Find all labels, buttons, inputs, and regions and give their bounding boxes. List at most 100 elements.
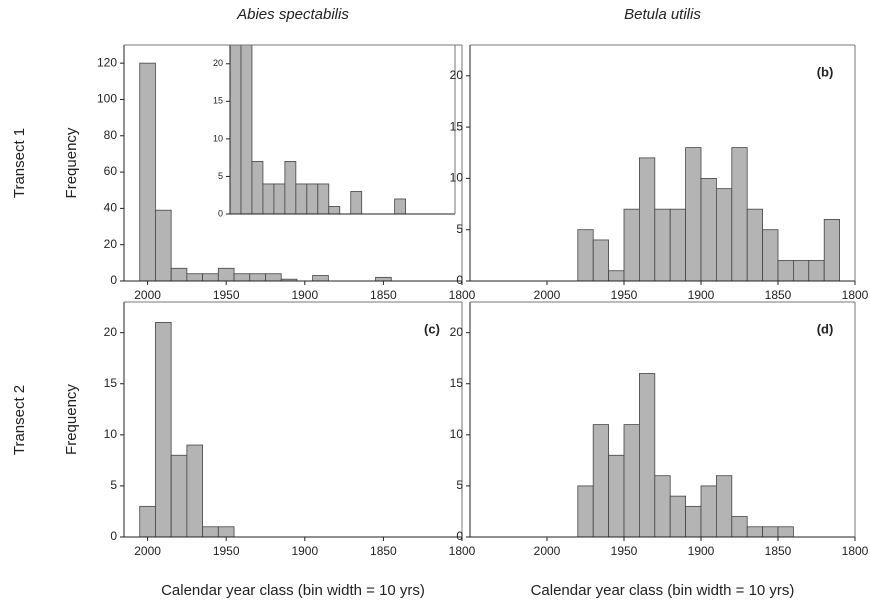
bar: [139, 505, 156, 538]
bar: [155, 322, 172, 538]
y-tick-label: 10: [104, 427, 118, 441]
y-tick-label: 15: [213, 96, 223, 106]
bar: [375, 276, 392, 282]
bar: [731, 516, 748, 538]
x-tick-label: 1950: [611, 544, 638, 558]
x-tick-label: 1850: [370, 288, 397, 302]
bar: [592, 239, 610, 282]
y-tick-label: 15: [450, 376, 464, 390]
panel-label: (c): [424, 321, 440, 336]
bar: [262, 183, 275, 214]
y-tick-label: 100: [97, 92, 117, 106]
y-tick-label: 20: [104, 237, 118, 251]
bar: [273, 183, 286, 214]
y-tick-label: 0: [110, 273, 117, 287]
y-tick-label: 0: [456, 273, 463, 287]
y-tick-label: 5: [110, 478, 117, 492]
bar: [577, 485, 594, 538]
x-tick-label: 1850: [370, 544, 397, 558]
y-tick-label: 60: [104, 164, 118, 178]
bar: [654, 475, 671, 538]
bar: [669, 495, 687, 538]
bars: [139, 62, 392, 282]
bar: [155, 209, 172, 282]
bar: [762, 526, 779, 538]
y-tick-label: 20: [104, 325, 118, 339]
bars: [577, 373, 794, 538]
bar: [328, 206, 341, 214]
bar: [746, 526, 764, 538]
bar: [608, 270, 625, 282]
bar: [202, 273, 219, 282]
y-tick-label: 10: [450, 171, 464, 185]
bar: [777, 526, 794, 538]
y-tick-label: 20: [213, 58, 223, 68]
row-label: Transect 2: [11, 385, 28, 455]
bar: [592, 424, 610, 538]
bar: [731, 147, 748, 282]
bar: [186, 444, 204, 538]
bar: [762, 229, 779, 282]
bar: [350, 191, 363, 214]
y-tick-label: 15: [450, 119, 464, 133]
y-tick-label: 15: [104, 376, 118, 390]
bar: [265, 273, 282, 282]
bar: [577, 229, 594, 282]
bar: [669, 208, 687, 282]
y-tick-label: 5: [456, 222, 463, 236]
y-tick-label: 80: [104, 128, 118, 142]
x-tick-label: 1800: [449, 288, 476, 302]
bar: [394, 198, 407, 214]
bar: [186, 273, 204, 282]
y-tick-label: 5: [456, 478, 463, 492]
bar: [685, 147, 702, 282]
x-axis-label: Calendar year class (bin width = 10 yrs): [531, 582, 795, 599]
bar: [240, 45, 253, 214]
bars: [577, 147, 841, 282]
bar: [202, 526, 219, 538]
x-tick-label: 1800: [449, 544, 476, 558]
bar: [654, 208, 671, 282]
bar: [306, 183, 319, 214]
x-tick-label: 1900: [688, 288, 715, 302]
column-title: Betula utilis: [624, 6, 701, 23]
x-tick-label: 1900: [291, 544, 318, 558]
y-tick-label: 40: [104, 201, 118, 215]
y-axis-label: Frequency: [63, 384, 80, 455]
bar: [230, 45, 242, 214]
bar: [170, 267, 188, 282]
y-tick-label: 0: [218, 208, 223, 218]
bar: [639, 157, 656, 282]
x-tick-label: 2000: [134, 544, 161, 558]
y-tick-label: 0: [110, 529, 117, 543]
y-axis-label: Frequency: [63, 127, 80, 198]
bar: [170, 454, 188, 538]
x-tick-label: 1900: [688, 544, 715, 558]
bar: [623, 424, 640, 538]
bar: [139, 62, 156, 282]
bar: [284, 161, 297, 214]
panel-label: (b): [817, 64, 834, 79]
bar: [217, 526, 235, 538]
x-tick-label: 1900: [291, 288, 318, 302]
y-tick-label: 120: [97, 55, 117, 69]
x-axis-label: Calendar year class (bin width = 10 yrs): [161, 582, 425, 599]
x-tick-label: 2000: [534, 288, 561, 302]
bar: [700, 177, 717, 282]
x-tick-label: 1850: [765, 288, 792, 302]
panel-label: (d): [817, 321, 834, 336]
x-tick-label: 1800: [842, 288, 869, 302]
x-tick-label: 1800: [842, 544, 869, 558]
column-title: Abies spectabilis: [236, 6, 349, 23]
bar: [233, 273, 251, 282]
x-tick-label: 1950: [213, 288, 240, 302]
x-tick-label: 1850: [765, 544, 792, 558]
y-tick-label: 10: [213, 133, 223, 143]
bar: [623, 208, 640, 282]
bar: [217, 267, 235, 282]
bar: [746, 208, 764, 282]
bar: [808, 260, 825, 282]
x-tick-label: 1950: [611, 288, 638, 302]
